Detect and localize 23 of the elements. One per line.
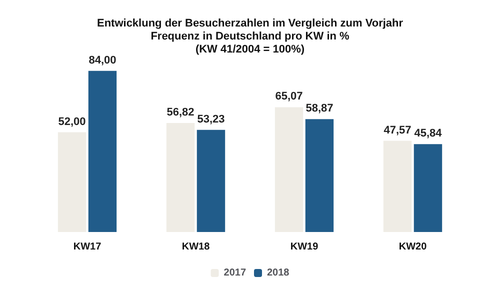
x-tick-label: KW18 [182,242,210,252]
bar [383,140,412,232]
data-label: 58,87 [306,102,334,115]
chart-title: Entwicklung der Besucherzahlen im Vergleich zum Vorjahr Frequenz in Deutschland pro KW in % (KW 41/2004 = 100%) [96,18,404,56]
x-tick-label: KW20 [398,242,428,252]
data-label: 84,00 [88,54,116,66]
bar [196,130,226,232]
legend-label: 2017 [224,268,246,278]
data-label: 56,82 [166,106,194,119]
data-label: 45,84 [414,128,443,140]
bar [305,119,334,232]
bar [88,70,117,232]
x-tick-label: KW19 [290,242,319,252]
bar [414,144,442,232]
bar [58,132,86,232]
data-label: 47,57 [384,124,412,136]
bar [166,123,195,232]
data-label: 52,00 [58,116,86,128]
x-tick-label: KW17 [73,242,102,252]
bar [274,107,304,232]
legend-label: 2018 [267,268,290,278]
data-label: 65,07 [275,90,303,103]
data-label: 53,23 [197,113,225,126]
